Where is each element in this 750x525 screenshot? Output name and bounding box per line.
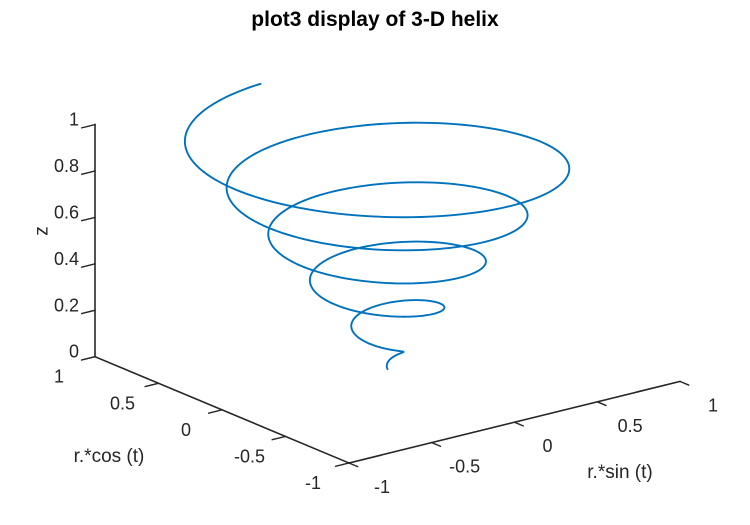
x-tick-mark (679, 380, 690, 386)
z-tick-mark (80, 170, 96, 176)
z-tick-mark (80, 123, 96, 129)
z-tick-mark (80, 355, 96, 361)
z-axis-title: z (32, 226, 53, 236)
z-tick-label: 0.4 (54, 249, 79, 269)
x-tick-mark (513, 421, 525, 427)
z-tick-label: 0.2 (54, 295, 79, 315)
x-tick-mark (348, 462, 359, 468)
helix-curve (183, 82, 571, 370)
y-tick-label: 0.5 (110, 393, 135, 413)
x-tick-mark (430, 441, 442, 448)
y-tick-label: 0 (181, 420, 191, 440)
z-tick-label: 1 (69, 110, 79, 130)
x-tick-label: 1 (708, 395, 718, 415)
x-tick-label: -1 (374, 477, 390, 497)
y-tick-mark (334, 462, 350, 468)
z-tick-label: 0.8 (54, 156, 79, 176)
z-tick-mark (80, 262, 96, 268)
y-tick-mark (144, 382, 160, 388)
z-tick-mark (80, 216, 96, 222)
y-tick-label: -0.5 (234, 446, 265, 466)
chart-title: plot3 display of 3-D helix (251, 8, 499, 31)
y-tick-label: 1 (54, 367, 64, 387)
y-tick-label: -1 (305, 473, 321, 493)
x-tick-mark (596, 400, 607, 407)
x-tick-label: -0.5 (449, 457, 480, 477)
z-tick-mark (80, 309, 96, 315)
y-tick-mark (207, 408, 223, 414)
z-tick-label: 0 (69, 342, 79, 362)
x-tick-label: 0 (542, 436, 552, 456)
x-axis-title: r.*sin (t) (587, 462, 652, 483)
y-tick-mark (271, 435, 287, 441)
y-axis-title: r.*cos (t) (74, 446, 145, 467)
z-tick-label: 0.6 (54, 202, 79, 222)
x-tick-label: 0.5 (618, 416, 643, 436)
